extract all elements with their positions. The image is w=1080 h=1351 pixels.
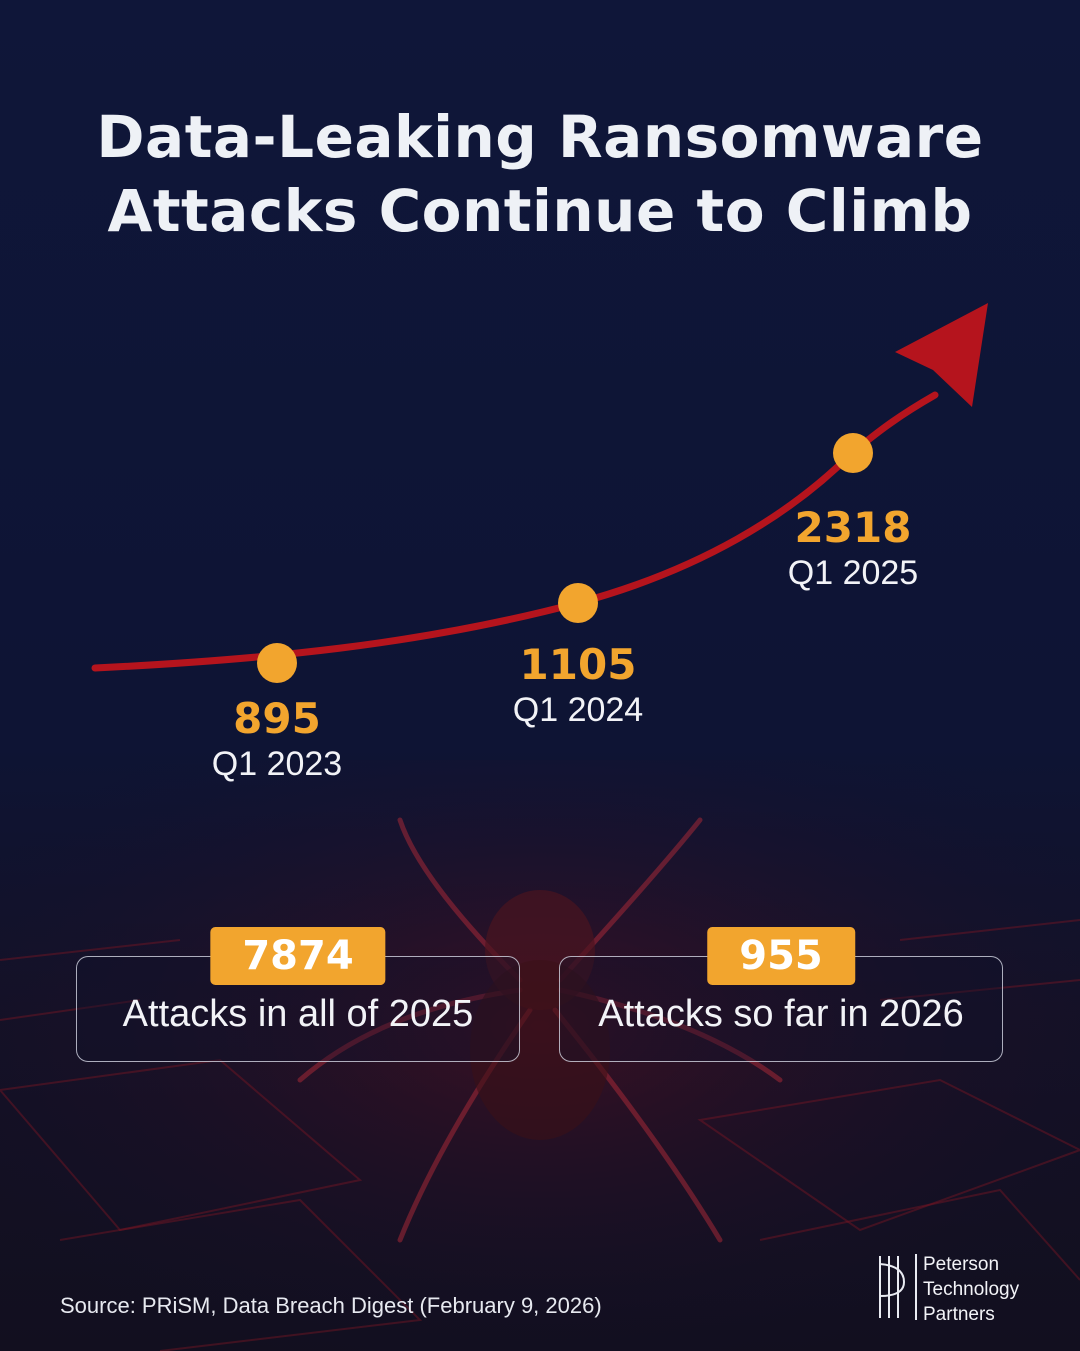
logo-divider xyxy=(915,1254,917,1320)
page-title: Data-Leaking Ransomware Attacks Continue… xyxy=(0,100,1080,248)
data-point-3 xyxy=(833,433,873,473)
trend-arrow-head xyxy=(895,303,988,407)
data-label-value-1: 895 xyxy=(233,694,321,743)
data-point-2 xyxy=(558,583,598,623)
data-label-period-1: Q1 2023 xyxy=(212,745,342,783)
logo-line-1: Peterson xyxy=(923,1254,1000,1275)
stat-value-2026: 955 xyxy=(707,927,855,985)
logo-line-3: Partners xyxy=(923,1304,995,1325)
data-label-period-3: Q1 2025 xyxy=(788,554,918,592)
stat-label-2025: Attacks in all of 2025 xyxy=(122,993,474,1035)
stat-card-2025: 7874 Attacks in all of 2025 xyxy=(76,927,520,1062)
source-citation: Source: PRiSM, Data Breach Digest (Febru… xyxy=(60,1293,602,1318)
stat-value-2025: 7874 xyxy=(210,927,386,985)
logo-line-2: Technology xyxy=(923,1279,1020,1300)
logo-text: Peterson Technology Partners xyxy=(923,1252,1019,1327)
logo-mark-icon xyxy=(879,1256,906,1318)
company-logo: Peterson Technology Partners xyxy=(870,1250,1050,1325)
data-label-period-2: Q1 2024 xyxy=(513,691,643,729)
stat-card-2026: 955 Attacks so far in 2026 xyxy=(559,927,1003,1062)
data-point-1 xyxy=(257,643,297,683)
title-line-2: Attacks Continue to Climb xyxy=(107,177,973,245)
spider-keyboard-background-image xyxy=(0,760,1080,1351)
data-label-value-2: 1105 xyxy=(520,640,637,689)
title-line-1: Data-Leaking Ransomware xyxy=(96,103,984,171)
stat-label-2026: Attacks so far in 2026 xyxy=(598,993,964,1035)
data-label-value-3: 2318 xyxy=(795,503,912,552)
